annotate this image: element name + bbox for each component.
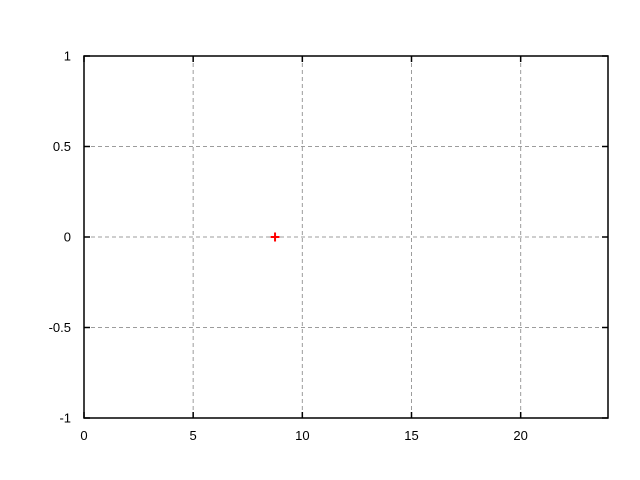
y-tick-label: -0.5 — [49, 320, 71, 335]
x-tick-label: 5 — [190, 428, 197, 443]
x-tick-label: 0 — [80, 428, 87, 443]
x-tick-label: 15 — [404, 428, 418, 443]
y-tick-label: 0 — [64, 230, 71, 245]
y-tick-label: -1 — [59, 411, 71, 426]
x-tick-label: 20 — [513, 428, 527, 443]
y-tick-label: 0.5 — [53, 139, 71, 154]
x-tick-label: 10 — [295, 428, 309, 443]
y-tick-label: 1 — [64, 49, 71, 64]
